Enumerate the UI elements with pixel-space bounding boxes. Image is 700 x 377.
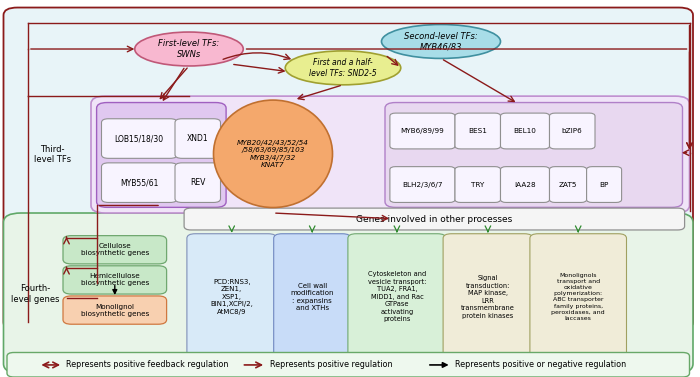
FancyBboxPatch shape xyxy=(97,103,226,207)
Text: First and a half-
level TFs: SND2-5: First and a half- level TFs: SND2-5 xyxy=(309,58,377,78)
FancyBboxPatch shape xyxy=(4,213,693,373)
FancyBboxPatch shape xyxy=(175,163,220,202)
FancyBboxPatch shape xyxy=(443,234,533,360)
Text: PCD:RNS3,
ZEN1,
XSP1,
BIN1,XCPI/2,
AtMC8/9: PCD:RNS3, ZEN1, XSP1, BIN1,XCPI/2, AtMC8… xyxy=(210,279,253,315)
FancyBboxPatch shape xyxy=(390,113,455,149)
Ellipse shape xyxy=(382,25,500,58)
Text: Monolignol
biosynthetic genes: Monolignol biosynthetic genes xyxy=(80,303,149,317)
FancyBboxPatch shape xyxy=(175,119,220,158)
Ellipse shape xyxy=(214,100,332,207)
Text: Signal
transduction:
MAP kinase,
LRR
transmembrane
protein kinases: Signal transduction: MAP kinase, LRR tra… xyxy=(461,275,514,319)
FancyBboxPatch shape xyxy=(102,119,177,158)
Text: BLH2/3/6/7: BLH2/3/6/7 xyxy=(402,182,442,187)
Text: Represents positive regulation: Represents positive regulation xyxy=(270,360,392,369)
Text: Represents positive feedback regulation: Represents positive feedback regulation xyxy=(66,360,229,369)
FancyBboxPatch shape xyxy=(385,103,682,207)
FancyBboxPatch shape xyxy=(187,234,276,360)
Text: Second-level TFs:
MYB46/83: Second-level TFs: MYB46/83 xyxy=(404,32,478,51)
FancyBboxPatch shape xyxy=(455,167,500,202)
FancyBboxPatch shape xyxy=(500,113,550,149)
Text: Cytoskeleton and
vesicle transport:
TUA2, FRA1,
MIDD1, and Rac
GTPase
activating: Cytoskeleton and vesicle transport: TUA2… xyxy=(368,271,426,322)
Text: REV: REV xyxy=(190,178,205,187)
FancyBboxPatch shape xyxy=(91,96,690,213)
FancyBboxPatch shape xyxy=(500,167,550,202)
Text: bZIP6: bZIP6 xyxy=(562,128,582,134)
Text: IAA28: IAA28 xyxy=(514,182,536,187)
FancyBboxPatch shape xyxy=(184,208,685,230)
Text: ZAT5: ZAT5 xyxy=(559,182,578,187)
Text: Cellulose
biosynthetic genes: Cellulose biosynthetic genes xyxy=(80,243,149,256)
Text: TRY: TRY xyxy=(471,182,484,187)
Text: Third-
level TFs: Third- level TFs xyxy=(34,145,71,164)
Text: MYB20/42/43/52/54
/58/63/69/85/103
MYB3/4/7/32
KNAT7: MYB20/42/43/52/54 /58/63/69/85/103 MYB3/… xyxy=(237,139,309,168)
Text: Genes involved in other processes: Genes involved in other processes xyxy=(356,215,512,224)
FancyBboxPatch shape xyxy=(550,167,587,202)
Text: First-level TFs:
SWNs: First-level TFs: SWNs xyxy=(158,39,220,59)
Text: BEL10: BEL10 xyxy=(514,128,536,134)
Text: Hemicellulose
biosynthetic genes: Hemicellulose biosynthetic genes xyxy=(80,273,149,287)
Text: Represents positive or negative regulation: Represents positive or negative regulati… xyxy=(455,360,626,369)
FancyBboxPatch shape xyxy=(550,113,595,149)
FancyBboxPatch shape xyxy=(348,234,446,360)
FancyBboxPatch shape xyxy=(530,234,626,360)
FancyBboxPatch shape xyxy=(63,296,167,324)
FancyBboxPatch shape xyxy=(390,167,455,202)
Text: BES1: BES1 xyxy=(468,128,487,134)
Ellipse shape xyxy=(134,32,244,66)
Text: Cell wall
modification
: expansins
and XTHs: Cell wall modification : expansins and X… xyxy=(290,283,334,311)
Text: Fourth-
level genes: Fourth- level genes xyxy=(10,284,60,304)
FancyBboxPatch shape xyxy=(102,163,177,202)
FancyBboxPatch shape xyxy=(7,352,690,377)
Text: XND1: XND1 xyxy=(187,134,209,143)
Ellipse shape xyxy=(286,51,400,85)
FancyBboxPatch shape xyxy=(63,266,167,294)
Text: Monolignols
transport and
oxidative
polymerization:
ABC transporter
family prote: Monolignols transport and oxidative poly… xyxy=(552,273,605,321)
Text: BP: BP xyxy=(599,182,609,187)
FancyBboxPatch shape xyxy=(4,8,693,330)
FancyBboxPatch shape xyxy=(455,113,500,149)
FancyBboxPatch shape xyxy=(274,234,351,360)
FancyBboxPatch shape xyxy=(63,236,167,264)
Text: MYB6/89/99: MYB6/89/99 xyxy=(400,128,444,134)
Text: MYB55/61: MYB55/61 xyxy=(120,178,158,187)
Text: LOB15/18/30: LOB15/18/30 xyxy=(115,134,164,143)
FancyBboxPatch shape xyxy=(587,167,622,202)
